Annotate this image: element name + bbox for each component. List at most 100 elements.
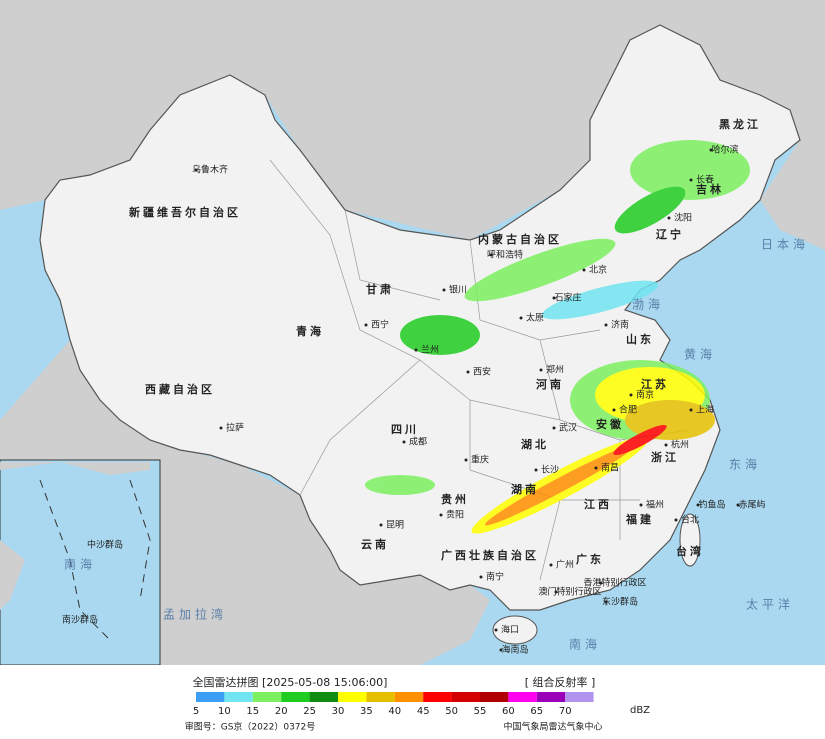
legend-swatch [196,692,225,702]
city-dot [612,408,616,412]
city-dot [466,370,470,374]
city-dot [594,466,598,470]
city-dot [674,518,678,522]
region-label: 青海 [296,324,324,338]
city-label: 武汉 [559,422,577,434]
city-label: 长沙 [541,464,559,476]
region-label: 西藏自治区 [145,382,215,396]
city-dot [519,316,523,320]
legend-swatch [338,692,367,702]
legend-swatch [366,692,395,702]
inset-boundary [39,479,151,641]
city-dot [689,408,693,412]
inset-label: 南沙群岛 [62,614,98,626]
city-label: 沈阳 [674,212,692,224]
city-label: 澳门特别行政区 [538,586,601,598]
legend-swatch [394,692,424,702]
hainan [492,615,538,645]
region-label: 广西壮族自治区 [441,548,539,562]
city-dot [736,503,740,507]
city-dot [552,296,556,300]
city-label: 兰州 [421,344,439,356]
region-label: 四川 [391,423,419,436]
region-label: 黑龙江 [719,117,761,131]
sea-label: 东海 [729,457,761,472]
city-dot [667,216,671,220]
city-dot [696,503,700,507]
city-label: 南京 [636,389,654,401]
city-label: 拉萨 [226,422,244,434]
legend-tick-label: 10 [218,706,231,717]
region-label: 湖北 [521,437,549,451]
region-label: 台湾 [676,544,704,558]
region-label: 山东 [626,332,654,346]
region-label: 内蒙古自治区 [478,232,562,246]
legend-swatch [252,692,282,702]
legend-tick-label: 70 [559,706,572,717]
city-dot [402,440,406,444]
legend-tick-label: 40 [388,706,401,717]
legend-tick-label: 45 [417,706,430,717]
city-dot [664,443,668,447]
city-label: 贵阳 [446,509,464,521]
legend-swatch [508,692,537,702]
region-label: 甘肃 [366,282,394,296]
city-dot [534,468,538,472]
legend-product: [ 组合反射率 ] [525,675,596,689]
city-dot [464,458,468,462]
legend-tick-label: 55 [474,706,487,717]
city-dot [439,513,443,517]
legend-tick-label: 60 [502,706,515,717]
region-label: 湖南 [511,482,539,496]
city-label: 东沙群岛 [602,596,638,608]
inset-label: 中沙群岛 [87,539,123,551]
city-label: 西宁 [371,319,389,331]
region-label: 安徽 [596,417,624,431]
city-dot [604,323,608,327]
legend-tick-label: 35 [360,706,373,717]
region-label: 江西 [584,497,612,511]
city-dot [194,168,198,172]
legend-title: 全国雷达拼图 [2025-05-08 15:06:00] [193,675,388,689]
legend-unit: dBZ [630,705,650,716]
city-dot [364,323,368,327]
city-dot [689,178,693,182]
region-label: 福建 [625,512,654,526]
legend-tick-label: 30 [332,706,345,717]
sea-label: 日本海 [761,237,809,252]
city-label: 上海 [696,404,714,416]
inset-label: 南海 [64,557,96,572]
legend-tick-label: 25 [303,706,316,717]
city-label: 长春 [696,174,714,186]
city-dot [552,426,556,430]
city-label: 北京 [589,264,607,276]
city-dot [442,288,446,292]
city-dot [599,581,603,585]
legend-swatch [451,692,480,702]
city-dot [379,523,383,527]
city-label: 济南 [611,319,629,331]
city-label: 哈尔滨 [711,144,738,156]
city-dot [499,648,503,652]
city-label: 香港特别行政区 [583,577,646,589]
city-label: 杭州 [671,439,689,451]
region-label: 吉林 [696,182,724,196]
city-label: 太原 [526,312,544,324]
legend-tick-label: 15 [246,706,259,717]
region-label: 江苏 [641,377,669,391]
legend-swatch [565,692,594,702]
city-label: 昆明 [386,520,404,531]
sea-label: 太平洋 [746,597,794,612]
city-label: 海南岛 [501,644,528,656]
city-label: 乌鲁木齐 [192,164,228,176]
city-label: 重庆 [471,454,489,466]
legend-tick-label: 65 [530,706,543,717]
city-dot [539,368,543,372]
sea-label: 黄海 [684,347,716,362]
legend-swatch [423,692,452,702]
city-label: 郑州 [546,364,564,376]
legend-swatch [480,692,509,702]
city-dot [639,503,643,507]
city-label: 赤尾屿 [738,500,765,511]
region-label: 辽宁 [656,227,684,241]
